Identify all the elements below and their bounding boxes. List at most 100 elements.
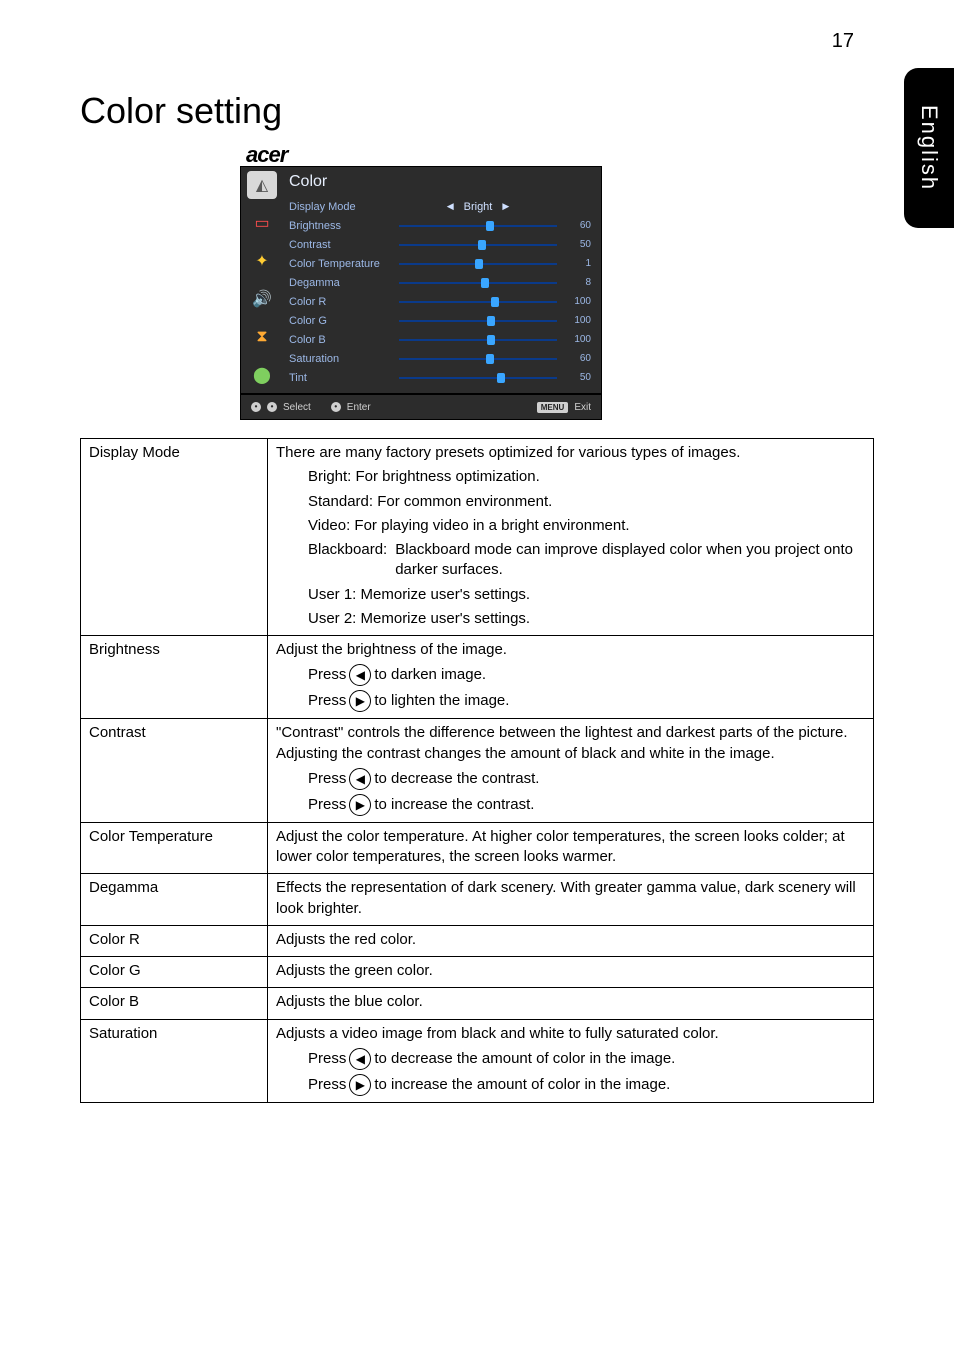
osd-slider bbox=[399, 339, 557, 341]
text: There are many factory presets optimized… bbox=[276, 443, 865, 463]
osd-footer-exit: Exit bbox=[574, 402, 591, 413]
list-item: Video: For playing video in a bright env… bbox=[276, 516, 865, 536]
osd-slider-thumb bbox=[475, 259, 483, 269]
osd-tab-color-icon: ◭ bbox=[247, 171, 277, 199]
osd-footer-circle-icon: • bbox=[267, 402, 277, 412]
osd-slider bbox=[399, 320, 557, 322]
osd-row: Color B100 bbox=[289, 330, 591, 349]
text: Press bbox=[308, 665, 346, 685]
text: "Contrast" controls the difference betwe… bbox=[276, 723, 865, 764]
text: to darken image. bbox=[374, 665, 486, 685]
list-item: Press ◀ to decrease the contrast. bbox=[276, 768, 865, 790]
row-content: Adjusts the green color. bbox=[268, 957, 874, 988]
osd-slider bbox=[399, 225, 557, 227]
osd-footer-circle-icon: • bbox=[331, 402, 341, 412]
osd-value: 50 bbox=[563, 372, 591, 383]
osd-footer-menu-chip: MENU bbox=[537, 402, 569, 413]
osd-footer-enter: Enter bbox=[347, 402, 371, 413]
osd-label: Color R bbox=[289, 296, 393, 308]
text: Adjust the brightness of the image. bbox=[276, 640, 865, 660]
table-row: Contrast "Contrast" controls the differe… bbox=[81, 719, 874, 823]
osd-slider bbox=[399, 282, 557, 284]
list-item: User 2: Memorize user's settings. bbox=[276, 609, 865, 629]
text: Blackboard: bbox=[308, 540, 387, 581]
osd-value: 8 bbox=[563, 277, 591, 288]
osd-slider-thumb bbox=[497, 373, 505, 383]
row-label: Brightness bbox=[81, 636, 268, 719]
row-label: Color G bbox=[81, 957, 268, 988]
table-row: Color R Adjusts the red color. bbox=[81, 925, 874, 956]
osd-row: Tint 50 bbox=[289, 368, 591, 387]
osd-tab-timer-icon: ⧗ bbox=[247, 323, 277, 351]
table-row: Degamma Effects the representation of da… bbox=[81, 874, 874, 926]
row-content: "Contrast" controls the difference betwe… bbox=[268, 719, 874, 823]
osd-footer-select: Select bbox=[283, 402, 311, 413]
language-tab: English bbox=[904, 68, 954, 228]
osd-row-display-mode: Display Mode ◀ Bright ▶ bbox=[289, 197, 591, 216]
table-row: Saturation Adjusts a video image from bl… bbox=[81, 1019, 874, 1102]
row-label: Saturation bbox=[81, 1019, 268, 1102]
row-content: Adjust the brightness of the image. Pres… bbox=[268, 636, 874, 719]
text: Adjusts a video image from black and whi… bbox=[276, 1024, 865, 1044]
text: to lighten the image. bbox=[374, 691, 509, 711]
osd-label: Color G bbox=[289, 315, 393, 327]
osd-slider bbox=[399, 358, 557, 360]
row-label: Degamma bbox=[81, 874, 268, 926]
table-row: Color B Adjusts the blue color. bbox=[81, 988, 874, 1019]
osd-row: Contrast 50 bbox=[289, 235, 591, 254]
osd-slider-thumb bbox=[478, 240, 486, 250]
osd-tab-settings-icon: ✦ bbox=[247, 247, 277, 275]
list-item: Press ▶ to increase the amount of color … bbox=[276, 1074, 865, 1096]
osd-slider bbox=[399, 263, 557, 265]
row-label: Color R bbox=[81, 925, 268, 956]
osd-slider-thumb bbox=[487, 335, 495, 345]
osd-panel: ◭ ▭ ✦ 🔊 ⧗ ⬤ Color Display Mode ◀ Bright … bbox=[240, 166, 602, 420]
list-item: Bright: For brightness optimization. bbox=[276, 467, 865, 487]
osd-value: 100 bbox=[563, 334, 591, 345]
left-arrow-icon: ◀ bbox=[349, 664, 371, 686]
text: to increase the amount of color in the i… bbox=[374, 1075, 670, 1095]
osd-value: 1 bbox=[563, 258, 591, 269]
osd-footer: • • Select • Enter MENU Exit bbox=[241, 393, 601, 419]
row-label: Color Temperature bbox=[81, 822, 268, 874]
text: to decrease the contrast. bbox=[374, 769, 539, 789]
section-title: Color setting bbox=[80, 90, 874, 132]
right-arrow-icon: ▶ bbox=[349, 690, 371, 712]
text: Press bbox=[308, 1049, 346, 1069]
row-content: There are many factory presets optimized… bbox=[268, 439, 874, 636]
osd-mode-value: Bright bbox=[464, 201, 493, 213]
list-item: Press ◀ to darken image. bbox=[276, 664, 865, 686]
osd-slider-thumb bbox=[487, 316, 495, 326]
page-number: 17 bbox=[832, 30, 854, 53]
text: to increase the contrast. bbox=[374, 795, 534, 815]
osd-tab-audio-icon: 🔊 bbox=[247, 285, 277, 313]
row-content: Adjusts a video image from black and whi… bbox=[268, 1019, 874, 1102]
osd-value: 50 bbox=[563, 239, 591, 250]
left-arrow-icon: ◀ bbox=[349, 768, 371, 790]
osd-tab-language-icon: ⬤ bbox=[247, 361, 277, 389]
osd-value: 100 bbox=[563, 296, 591, 307]
right-arrow-icon: ▶ bbox=[349, 794, 371, 816]
osd-label: Display Mode bbox=[289, 201, 393, 213]
settings-table: Display Mode There are many factory pres… bbox=[80, 438, 874, 1103]
list-item: Press ◀ to decrease the amount of color … bbox=[276, 1048, 865, 1070]
text: Press bbox=[308, 1075, 346, 1095]
osd-label: Contrast bbox=[289, 239, 393, 251]
osd-slider-thumb bbox=[486, 354, 494, 364]
text: Press bbox=[308, 691, 346, 711]
row-content: Adjust the color temperature. At higher … bbox=[268, 822, 874, 874]
osd-label: Tint bbox=[289, 372, 393, 384]
osd-row: Saturation60 bbox=[289, 349, 591, 368]
text: to decrease the amount of color in the i… bbox=[374, 1049, 675, 1069]
row-content: Effects the representation of dark scene… bbox=[268, 874, 874, 926]
osd-row: Brightness60 bbox=[289, 216, 591, 235]
row-label: Display Mode bbox=[81, 439, 268, 636]
osd-row: Color G100 bbox=[289, 311, 591, 330]
table-row: Brightness Adjust the brightness of the … bbox=[81, 636, 874, 719]
table-row: Color Temperature Adjust the color tempe… bbox=[81, 822, 874, 874]
row-content: Adjusts the blue color. bbox=[268, 988, 874, 1019]
osd-label: Color Temperature bbox=[289, 258, 393, 270]
osd-tab-image-icon: ▭ bbox=[247, 209, 277, 237]
text: Blackboard mode can improve displayed co… bbox=[387, 540, 865, 581]
row-label: Contrast bbox=[81, 719, 268, 823]
